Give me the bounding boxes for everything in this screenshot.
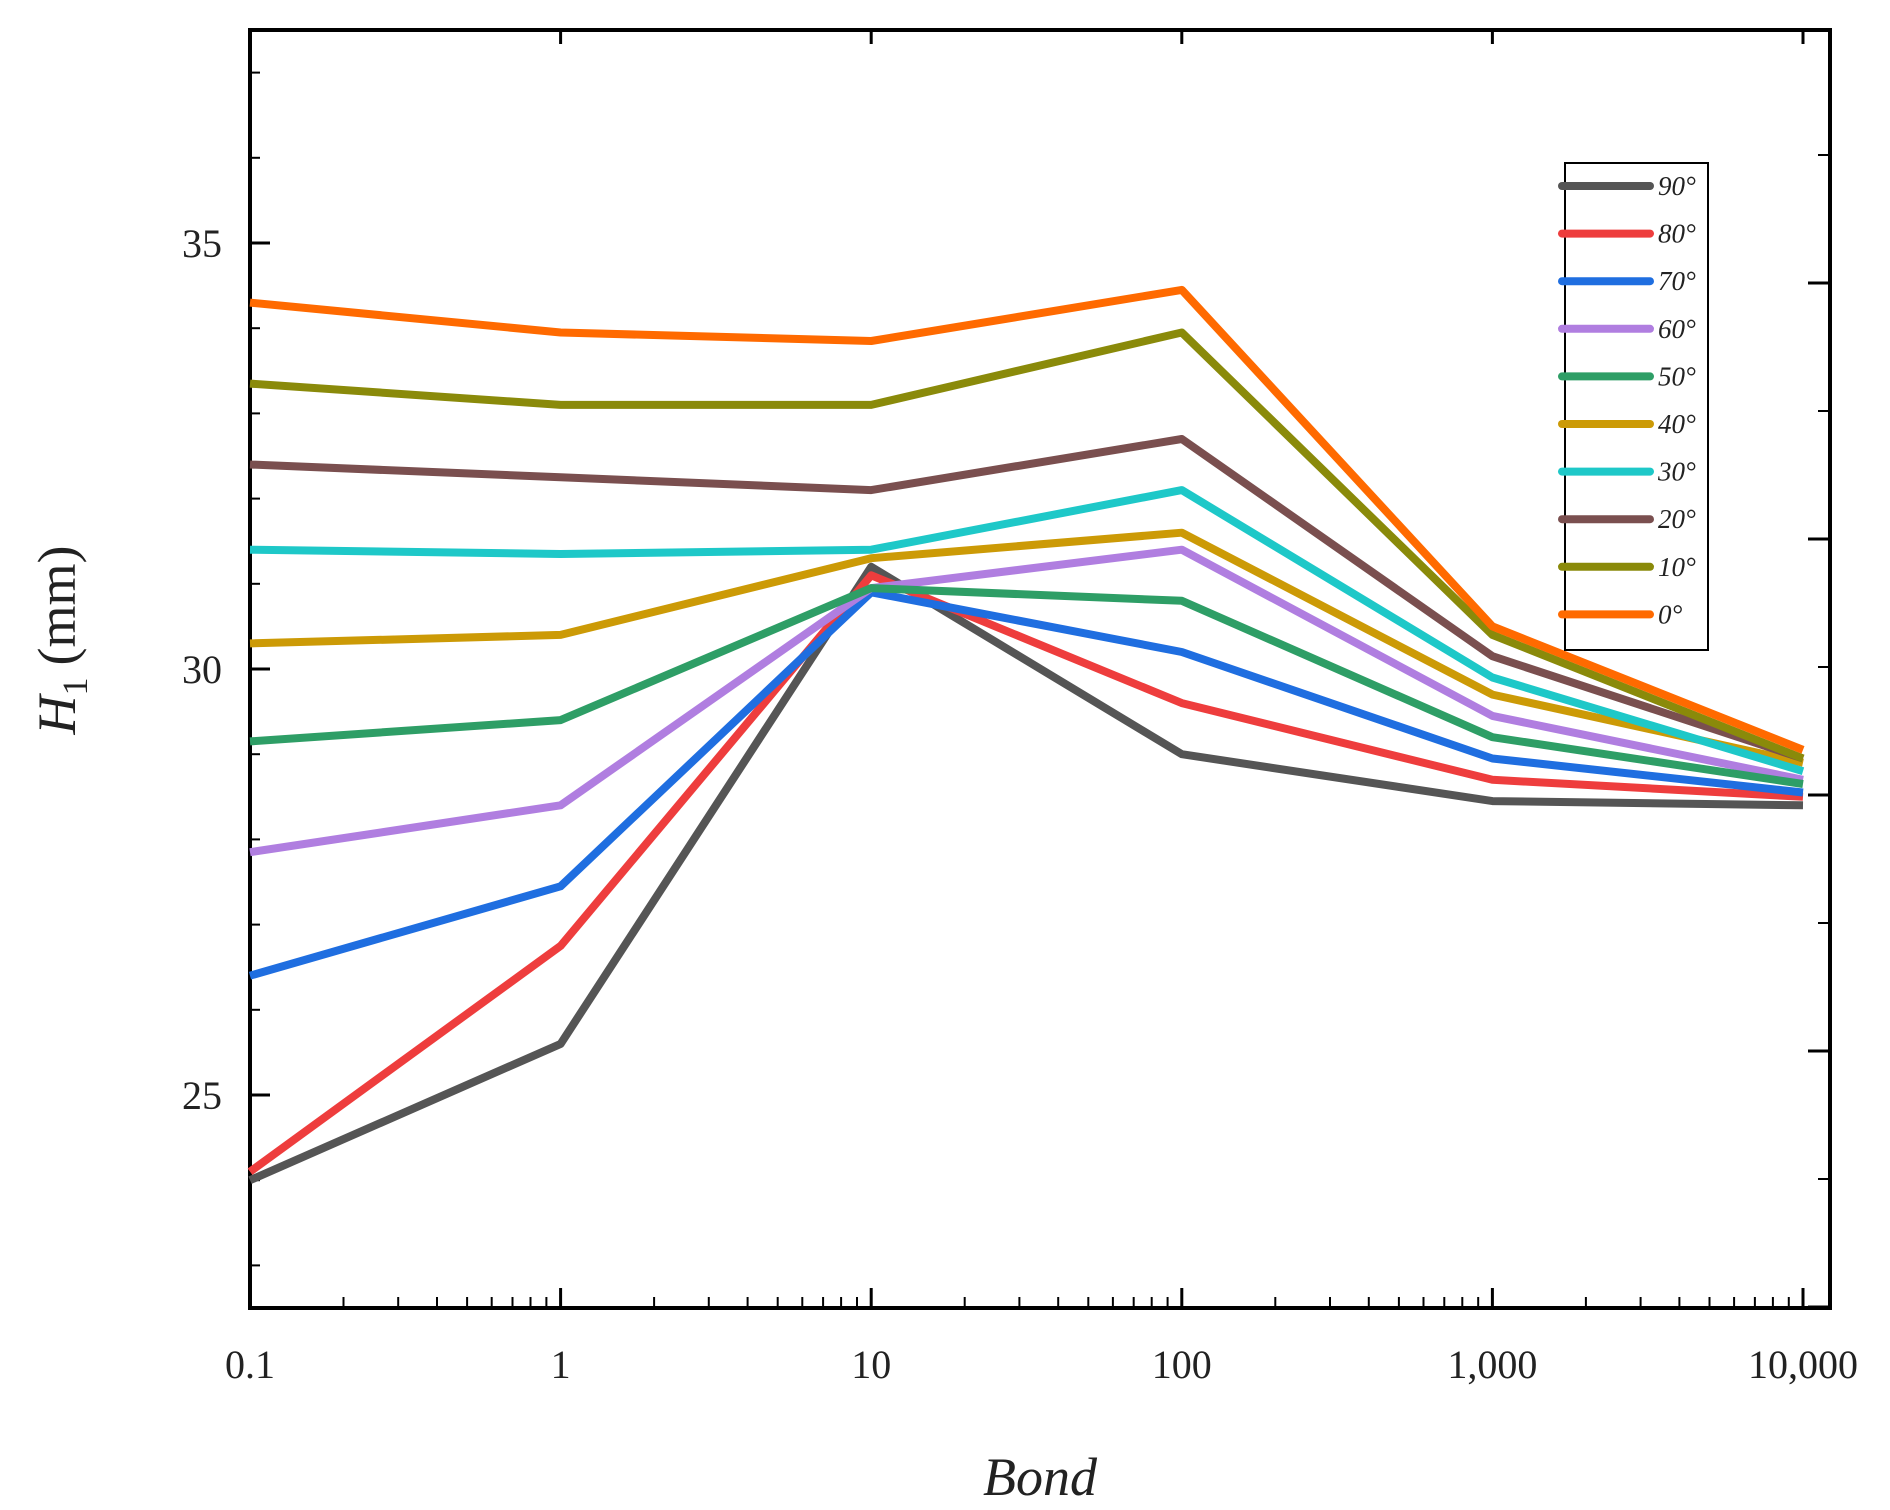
legend-label: 0° xyxy=(1658,599,1683,629)
y-tick-label: 30 xyxy=(182,647,222,692)
y-axis-title: H1 (mm) xyxy=(27,546,95,736)
series-line xyxy=(249,285,1805,754)
series-line xyxy=(249,528,1804,767)
series-line xyxy=(249,486,1805,776)
legend-label: 30° xyxy=(1657,457,1696,487)
y-axis-title-sub: 1 xyxy=(55,677,95,695)
x-tick-label: 1 xyxy=(551,1342,571,1387)
y-axis: 25 30 35 xyxy=(182,71,270,1267)
x-axis: 0.1 1 10 100 1,000 10,000 xyxy=(225,30,1858,1387)
legend-label: 10° xyxy=(1658,552,1696,582)
right-axis-ticks xyxy=(1808,154,1830,1309)
legend-label: 60° xyxy=(1658,314,1696,344)
y-axis-title-unit: (mm) xyxy=(27,546,87,666)
series-line xyxy=(247,571,1804,1175)
y-axis-title-main: H xyxy=(27,692,87,735)
series-line xyxy=(248,588,1804,980)
x-tick-label: 10 xyxy=(851,1342,891,1387)
legend-label: 90° xyxy=(1658,171,1696,201)
series-line xyxy=(249,435,1805,763)
x-tick-label: 1,000 xyxy=(1447,1342,1537,1387)
legend-label: 50° xyxy=(1658,361,1696,391)
minor-ticks xyxy=(342,1297,1790,1308)
x-tick-label: 0.1 xyxy=(225,1342,275,1387)
legend-label: 20° xyxy=(1658,504,1696,534)
x-tick-label: 10,000 xyxy=(1748,1342,1858,1387)
series-line xyxy=(249,328,1805,763)
y-tick-label: 25 xyxy=(182,1073,222,1118)
legend-label: 40° xyxy=(1658,409,1696,439)
legend-label: 70° xyxy=(1658,266,1696,296)
legend-label: 80° xyxy=(1658,219,1696,249)
svg-text:H1(mm): H1 (mm) xyxy=(27,546,95,736)
series-lines xyxy=(247,285,1805,1184)
legend: 90° 80° 70° 60° 50° 40° 30° 20° 10° 0° xyxy=(1558,162,1709,651)
series-line xyxy=(249,584,1804,788)
series-line xyxy=(248,562,1804,1184)
x-tick-label: 100 xyxy=(1152,1342,1212,1387)
y-tick-label: 35 xyxy=(182,221,222,266)
series-line xyxy=(249,545,1804,857)
x-axis-title: Bond xyxy=(983,1447,1098,1507)
